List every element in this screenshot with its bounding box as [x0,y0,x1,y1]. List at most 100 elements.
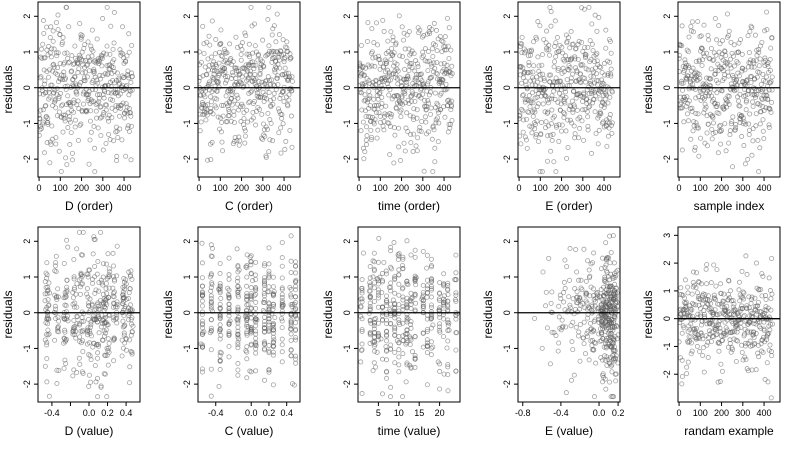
data-point [361,72,367,78]
data-point [731,42,737,48]
data-point [52,268,58,274]
data-point [287,326,293,332]
data-point [262,277,268,283]
data-point [743,356,749,362]
data-point [367,93,373,99]
data-point [756,169,762,175]
data-point [270,284,276,290]
data-point [375,295,381,301]
data-point [244,51,250,57]
data-point [106,272,112,278]
data-point [200,23,206,29]
data-point [760,71,766,77]
data-point [751,329,757,335]
data-point [38,127,43,133]
data-point [518,141,524,147]
data-point [444,15,450,21]
data-point [65,244,71,250]
data-point [738,325,744,331]
data-point [217,288,223,294]
data-point [704,130,710,136]
data-point [426,100,432,106]
data-point [603,386,609,392]
data-point [266,261,272,267]
data-point [388,248,394,254]
data-point [358,90,364,96]
x-tick-label: 200 [74,183,89,193]
data-point [396,267,402,273]
data-point [375,259,381,265]
data-point [714,90,720,96]
data-point [266,322,272,328]
data-point [62,75,68,81]
data-point [120,296,126,302]
data-point [454,330,460,336]
data-point [367,275,373,281]
data-point [260,37,266,43]
y-tick-label: 0 [662,316,672,321]
data-point [693,110,699,116]
data-point [607,39,613,45]
data-point [563,128,569,134]
data-point [731,301,737,307]
data-point [396,13,402,19]
data-point [708,66,714,72]
data-point [559,122,565,128]
data-point [394,76,400,82]
data-point [116,75,122,81]
data-point [42,55,48,61]
x-tick-label: 100 [213,183,228,193]
data-point [239,47,245,53]
data-point [445,364,451,370]
data-point [80,349,86,355]
data-point [120,289,126,295]
data-point [608,344,614,350]
y-tick-label: 2 [662,14,672,19]
data-point [122,340,128,346]
data-point [76,66,82,72]
data-point [430,322,436,328]
data-point [124,53,130,59]
data-point [57,31,63,37]
data-point [769,353,775,359]
data-point [120,345,126,351]
data-point [375,281,381,287]
data-point [67,102,73,108]
data-point [728,349,734,355]
plot-frame [677,1,781,178]
data-point [72,43,78,49]
data-point [700,336,706,342]
data-point [64,4,70,10]
data-point [231,120,237,126]
data-point [253,343,259,349]
data-point [47,35,53,41]
data-point [603,313,609,319]
data-point [53,260,59,266]
data-point [208,54,214,60]
data-point [428,264,434,270]
data-point [211,68,217,74]
data-point [411,106,417,112]
data-point [251,98,257,104]
data-point [60,112,66,118]
data-point [766,122,772,128]
data-point [230,89,236,95]
data-point [440,334,446,340]
data-point [684,371,690,377]
data-point [412,254,418,260]
data-point [598,111,604,117]
data-point [587,38,593,44]
data-point [99,320,105,326]
data-point [580,107,586,113]
data-point [114,70,120,76]
data-point [706,93,712,99]
data-point [736,279,742,285]
data-point [749,296,755,302]
data-point [701,369,707,375]
data-point [767,67,773,73]
data-point [266,268,272,274]
data-point [214,96,220,102]
data-point [38,74,44,80]
data-point [737,317,743,323]
data-point [248,89,254,95]
